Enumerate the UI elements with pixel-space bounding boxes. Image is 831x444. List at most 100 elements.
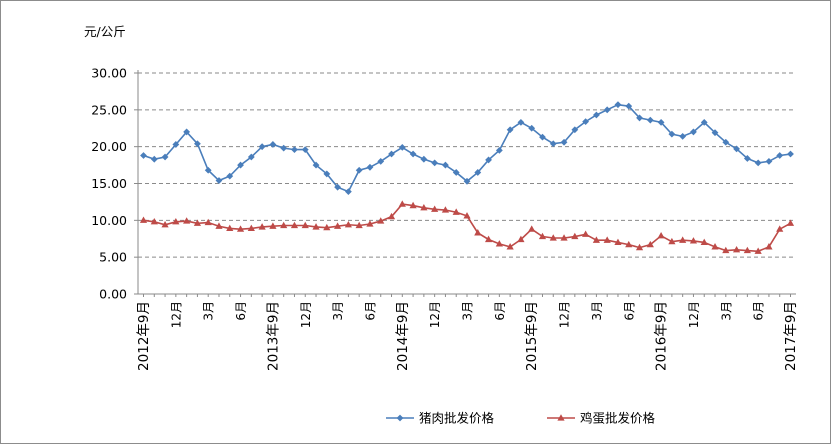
data-point [743,246,751,254]
series-1 [140,101,794,196]
data-point [420,155,428,163]
data-point [582,230,590,237]
data-point [538,232,547,240]
data-point [420,204,428,211]
x-tick-label: 2017年9月 [783,301,799,371]
data-point [237,161,244,169]
data-point [743,155,751,162]
data-point [355,221,363,229]
y-tick-label: 5.00 [99,250,127,265]
x-tick-label: 3月 [590,301,604,321]
data-point [786,219,795,226]
legend-item-2: 鸡蛋批发价格 [547,411,656,426]
data-point [690,128,697,136]
data-point [733,145,740,153]
legend-item-1: 猪肉批发价格 [386,411,495,426]
data-point [517,118,525,126]
y-tick-label: 20.00 [91,139,127,154]
data-point [646,240,654,248]
data-point [711,129,719,137]
y-axis-ticks: 0.00 5.00 10.00 15.00 20.00 25.00 30.00 [91,66,127,302]
x-tick-label: 2013年9月 [265,301,281,371]
data-point [258,223,266,230]
data-point [776,152,784,159]
data-point [334,222,342,229]
data-point [700,238,708,246]
y-tick-label: 0.00 [99,287,127,302]
x-tick-label: 2012年9月 [136,301,152,371]
legend-label: 鸡蛋批发价格 [580,411,656,426]
data-point [657,118,665,126]
data-point [679,236,687,243]
y-tick-label: 10.00 [91,213,127,228]
data-point [776,225,784,232]
x-tick-label: 3月 [331,301,345,321]
data-point [539,133,546,141]
data-point [431,159,439,167]
data-point [398,200,406,207]
x-tick-label: 3月 [202,301,216,321]
data-point [732,246,741,253]
x-tick-label: 12月 [687,301,701,328]
data-point [657,232,665,239]
data-point [549,234,557,241]
y-tick-label: 30.00 [91,66,127,81]
data-point [344,188,352,196]
legend-marker [396,414,404,422]
x-tick-label: 2015年9月 [524,301,540,371]
data-point [280,221,288,229]
data-point [625,240,633,248]
data-point [323,170,331,178]
x-tick-label: 6月 [622,301,636,321]
data-point [215,177,223,184]
data-point [549,140,557,148]
data-point [398,144,406,151]
data-point [722,138,730,146]
data-point [280,144,288,152]
data-point [247,224,255,232]
data-point [603,236,611,243]
data-point [689,237,698,244]
data-point [754,159,762,167]
data-point [226,172,234,180]
data-point [387,212,396,220]
data-point [215,222,223,229]
data-point [787,150,794,158]
data-point [258,143,266,151]
data-point [172,218,180,225]
data-point [668,130,676,138]
data-point [571,126,579,134]
data-point [700,118,708,126]
legend-label: 猪肉批发价格 [419,411,495,426]
data-point [560,234,568,241]
data-point [344,220,352,228]
data-point [161,220,169,228]
data-point [528,124,536,132]
data-point [139,216,148,223]
x-tick-label: 12月 [169,301,183,328]
data-point [441,206,450,213]
data-point [269,222,277,229]
y-tick-label: 25.00 [91,102,127,117]
data-point [517,235,525,243]
data-point [409,201,417,209]
data-point [592,236,600,243]
data-point [226,224,234,232]
legend: 猪肉批发价格 鸡蛋批发价格 [386,411,656,426]
data-point [635,243,644,251]
data-point [452,169,460,176]
x-tick-label: 2014年9月 [395,301,411,371]
data-point [366,163,374,171]
data-point [355,166,363,174]
data-point [506,243,514,250]
data-point [506,126,514,134]
data-point [204,218,212,226]
data-point [312,223,320,230]
data-point [679,132,687,140]
data-point [431,205,439,212]
data-point [442,161,449,169]
data-point [366,220,374,227]
y-axis-label: 元/公斤 [84,24,126,39]
data-point [377,217,385,224]
data-point [183,217,191,224]
